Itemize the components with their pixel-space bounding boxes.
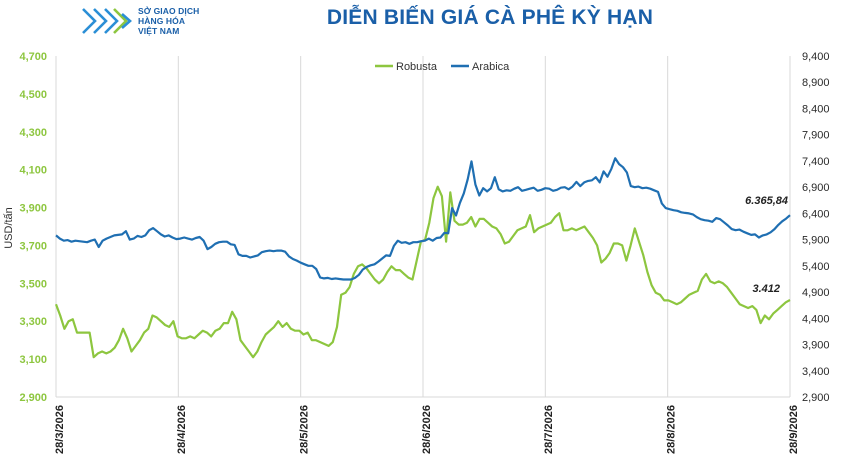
right-tick-label: 9,400 bbox=[802, 51, 830, 63]
right-tick-label: 8,900 bbox=[802, 77, 830, 89]
left-tick-label: 3,900 bbox=[19, 203, 47, 215]
logo: SỞ GIAO DỊCH HÀNG HÓA VIỆT NAM bbox=[80, 4, 250, 38]
series-line-arabica bbox=[55, 157, 791, 281]
right-tick-label: 8,400 bbox=[802, 103, 830, 115]
left-tick-label: 3,500 bbox=[19, 278, 47, 290]
x-tick-label: 28/6/2026 bbox=[421, 405, 433, 454]
right-tick-label: 5,400 bbox=[802, 261, 830, 273]
x-tick-label: 28/5/2026 bbox=[299, 405, 311, 454]
logo-text-line1: SỞ GIAO DỊCH bbox=[138, 6, 200, 16]
x-tick-label: 28/8/2026 bbox=[666, 405, 678, 454]
right-tick-label: 3,900 bbox=[802, 340, 830, 352]
right-tick-label: 2,900 bbox=[802, 392, 830, 404]
right-tick-label: 7,900 bbox=[802, 130, 830, 142]
left-tick-label: 4,100 bbox=[19, 165, 47, 177]
left-tick-label: 2,900 bbox=[19, 392, 47, 404]
left-tick-label: 3,100 bbox=[19, 354, 47, 366]
series-lines bbox=[54, 157, 791, 359]
x-axis: 28/3/2026 28/4/2026 28/5/2026 28/6/2026 28/7… bbox=[54, 405, 800, 454]
right-axis: 2,900 3,400 3,900 4,400 4,900 5,400 5,900 6,400… bbox=[802, 51, 830, 404]
logo-mark-icon bbox=[82, 8, 132, 34]
right-tick-label: 3,400 bbox=[802, 366, 830, 378]
x-tick-label: 28/3/2026 bbox=[54, 405, 66, 454]
x-tick-label: 28/9/2026 bbox=[788, 405, 800, 454]
left-tick-label: 3,300 bbox=[19, 316, 47, 328]
legend: Robusta Arabica bbox=[375, 61, 510, 73]
y-axis-label: USD/tấn bbox=[3, 207, 15, 249]
logo-text-line3: VIỆT NAM bbox=[138, 26, 180, 36]
page-title: DIỄN BIẾN GIÁ CÀ PHÊ KỲ HẠN bbox=[326, 6, 654, 29]
right-tick-label: 4,400 bbox=[802, 313, 830, 325]
legend-label-arabica: Arabica bbox=[472, 61, 510, 73]
right-tick-label: 6,900 bbox=[802, 182, 830, 194]
left-tick-label: 4,500 bbox=[19, 89, 47, 101]
legend-label-robusta: Robusta bbox=[396, 61, 438, 73]
left-tick-label: 4,700 bbox=[19, 51, 47, 63]
left-tick-label: 4,300 bbox=[19, 127, 47, 139]
logo-text-line2: HÀNG HÓA bbox=[138, 16, 186, 26]
right-tick-label: 4,900 bbox=[802, 287, 830, 299]
right-tick-label: 7,400 bbox=[802, 156, 830, 168]
left-axis: 2,900 3,100 3,300 3,500 3,700 3,900 4,100 4,300… bbox=[19, 51, 47, 404]
chart-grid bbox=[55, 56, 791, 398]
left-tick-label: 3,700 bbox=[19, 240, 47, 252]
annotations: 6.365,84 3.412 bbox=[745, 195, 788, 295]
x-tick-label: 28/4/2026 bbox=[176, 405, 188, 454]
right-tick-label: 5,900 bbox=[802, 235, 830, 247]
annotation-arabica: 6.365,84 bbox=[745, 195, 788, 207]
right-tick-label: 6,400 bbox=[802, 208, 830, 220]
x-tick-label: 28/7/2026 bbox=[543, 405, 555, 454]
annotation-robusta: 3.412 bbox=[752, 283, 780, 295]
